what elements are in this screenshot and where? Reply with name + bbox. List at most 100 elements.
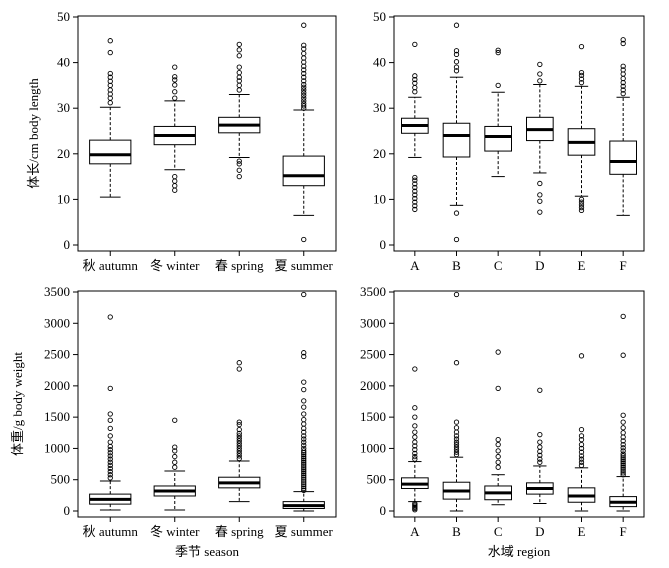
- outlier-point: [537, 459, 543, 465]
- outlier-point: [412, 434, 418, 440]
- outlier-point: [537, 71, 543, 77]
- outlier-point: [172, 448, 178, 454]
- outlier-point: [301, 78, 307, 84]
- outlier-point: [301, 379, 307, 385]
- outlier-point: [236, 53, 242, 59]
- outlier-point: [495, 47, 501, 53]
- outlier-point: [578, 199, 585, 205]
- box-iqr: [484, 125, 513, 152]
- outlier-point: [236, 443, 242, 449]
- outlier-point: [578, 80, 585, 86]
- outlier-point: [620, 83, 626, 89]
- outlier-point: [107, 450, 113, 456]
- outlier-point: [620, 419, 626, 425]
- outlier-point: [301, 461, 307, 467]
- outlier-point: [301, 411, 307, 417]
- outlier-point: [236, 64, 242, 70]
- outlier-point: [301, 467, 307, 473]
- outlier-point: [301, 404, 307, 410]
- outlier-point: [620, 430, 626, 436]
- outlier-point: [412, 177, 418, 183]
- outlier-point: [301, 22, 307, 28]
- outlier-point: [578, 76, 585, 82]
- outlier-point: [412, 203, 418, 209]
- outlier-point: [107, 74, 113, 80]
- x-axis-title: 季节 season: [175, 544, 239, 559]
- outlier-point: [412, 41, 418, 48]
- outlier-point: [236, 450, 242, 457]
- outlier-point: [236, 453, 242, 459]
- outlier-point: [412, 73, 418, 79]
- outlier-point: [495, 459, 501, 465]
- outlier-point: [620, 90, 626, 97]
- outlier-point: [578, 204, 585, 211]
- outlier-point: [537, 387, 543, 393]
- outlier-point: [107, 417, 113, 423]
- outlier-point: [453, 236, 460, 243]
- outlier-point: [236, 69, 242, 76]
- y-tick-label: 2000: [360, 378, 386, 393]
- outlier-point: [236, 167, 242, 173]
- x-axis-title: 水域 region: [488, 544, 551, 559]
- outlier-point: [107, 475, 113, 481]
- outlier-point: [301, 452, 307, 458]
- outlier-point: [172, 453, 178, 460]
- outlier-point: [537, 456, 543, 462]
- outlier-point: [620, 462, 626, 468]
- y-axis-title: 体长/cm body length: [26, 78, 41, 189]
- x-category-label: C: [494, 524, 503, 539]
- outlier-point: [301, 42, 307, 48]
- outlier-point: [453, 436, 460, 442]
- outlier-point: [301, 474, 307, 480]
- outlier-point: [107, 38, 113, 44]
- outlier-point: [620, 63, 626, 69]
- outlier-point: [107, 100, 113, 106]
- outlier-point: [172, 417, 178, 423]
- outlier-point: [578, 462, 585, 468]
- outlier-point: [578, 196, 585, 203]
- outlier-point: [236, 427, 242, 433]
- outlier-point: [495, 464, 501, 470]
- outlier-point: [537, 209, 543, 215]
- x-category-label: 春 spring: [215, 524, 264, 539]
- box-iqr: [609, 140, 637, 175]
- outlier-point: [172, 77, 178, 83]
- outlier-point: [301, 90, 307, 96]
- outlier-point: [578, 69, 585, 76]
- outlier-point: [453, 360, 460, 366]
- outlier-point: [453, 22, 460, 28]
- panel-length-by-season: 0 10 20 30 40 50 秋 autumn 冬 winter 春 spring 夏 sum…: [26, 9, 337, 273]
- plot-frame: [393, 15, 645, 252]
- y-tick-label: 2500: [360, 347, 386, 362]
- outlier-point: [301, 70, 307, 77]
- x-category-label: A: [410, 524, 420, 539]
- outlier-point: [301, 478, 307, 484]
- outlier-point: [236, 366, 242, 372]
- outlier-point: [301, 103, 307, 109]
- outlier-point: [412, 188, 418, 194]
- x-category-label: F: [620, 258, 627, 273]
- outlier-point: [301, 436, 307, 442]
- outlier-point: [620, 457, 626, 463]
- x-category-label: C: [494, 258, 503, 273]
- panel-weight-by-region: 0 500 1000 1500 2000 2500 3000 3500 A B C D E F 水域 reg…: [360, 284, 645, 559]
- outlier-point: [301, 46, 307, 52]
- x-category-label: E: [578, 524, 586, 539]
- outlier-point: [301, 487, 307, 494]
- outlier-point: [301, 483, 307, 490]
- outlier-point: [107, 462, 113, 468]
- outlier-point: [620, 67, 626, 73]
- outlier-point: [412, 414, 418, 420]
- outlier-point: [412, 453, 418, 460]
- outlier-point: [107, 456, 113, 462]
- outlier-point: [578, 445, 585, 452]
- outlier-point: [620, 87, 626, 93]
- outlier-point: [412, 450, 418, 457]
- outlier-point: [107, 49, 113, 56]
- outlier-point: [301, 353, 307, 360]
- outlier-point: [301, 470, 307, 477]
- outlier-point: [301, 468, 307, 475]
- plot-frame: [393, 290, 645, 518]
- outlier-point: [412, 184, 418, 191]
